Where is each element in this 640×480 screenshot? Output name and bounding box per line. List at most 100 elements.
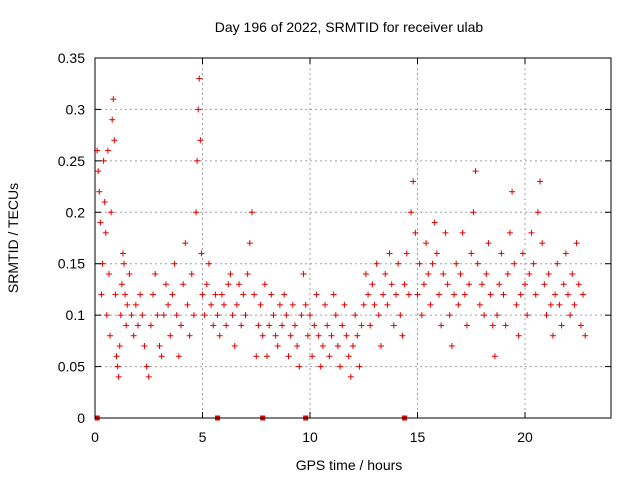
data-point <box>105 271 112 277</box>
data-point <box>279 322 286 329</box>
data-point <box>180 281 187 288</box>
data-point <box>137 291 144 298</box>
data-point <box>257 301 264 308</box>
data-point <box>560 281 567 288</box>
data-point <box>115 373 122 380</box>
data-point <box>304 332 311 339</box>
data-point <box>506 229 513 236</box>
data-point <box>444 281 451 288</box>
data-point <box>556 301 563 308</box>
data-point <box>162 281 169 288</box>
data-point <box>152 271 159 277</box>
data-point <box>334 343 341 349</box>
data-point <box>500 291 507 298</box>
data-point <box>281 291 288 298</box>
data-point <box>229 312 236 319</box>
data-point <box>534 209 541 216</box>
data-point <box>438 322 445 329</box>
data-point <box>248 209 255 216</box>
data-point <box>95 168 102 175</box>
data-point <box>530 260 537 267</box>
data-point <box>562 250 569 257</box>
data-point <box>515 332 522 339</box>
data-point <box>194 157 201 164</box>
x-axis-label: GPS time / hours <box>296 457 403 473</box>
data-point <box>547 301 554 308</box>
y-tick-label: 0.25 <box>58 153 85 169</box>
x-tick-label: 0 <box>91 429 99 445</box>
data-point <box>408 209 415 216</box>
data-point <box>448 343 455 349</box>
data-point <box>513 301 520 308</box>
data-point <box>347 373 354 380</box>
data-point <box>418 312 425 319</box>
data-point <box>221 301 227 308</box>
data-point <box>405 291 412 298</box>
data-point <box>412 229 419 236</box>
data-point <box>266 322 273 329</box>
data-point <box>122 291 129 298</box>
data-point <box>483 271 490 277</box>
data-point <box>459 229 466 236</box>
data-point <box>167 332 174 339</box>
data-point <box>287 332 294 339</box>
data-point <box>519 250 526 257</box>
data-point <box>169 291 176 298</box>
data-point <box>455 301 462 308</box>
data-point <box>453 260 460 267</box>
data-point <box>283 312 290 319</box>
data-point <box>440 271 447 277</box>
data-point <box>302 301 309 308</box>
data-point <box>414 291 421 298</box>
data-point <box>173 312 180 319</box>
data-point <box>350 343 356 349</box>
data-point <box>330 291 337 298</box>
data-point <box>98 291 105 298</box>
data-point <box>369 281 376 288</box>
data-point <box>554 260 561 267</box>
data-point <box>420 281 427 288</box>
y-tick-label: 0.1 <box>66 307 86 323</box>
data-point <box>356 363 363 370</box>
data-point <box>218 291 225 298</box>
data-point <box>582 332 589 339</box>
data-point <box>552 291 559 298</box>
data-point <box>360 301 367 308</box>
data-point <box>114 363 121 370</box>
data-point <box>427 301 434 308</box>
data-point <box>337 363 344 370</box>
chart-title: Day 196 of 2022, SRMTID for receiver ula… <box>215 19 484 35</box>
plot-frame <box>94 57 612 419</box>
data-point <box>223 322 230 329</box>
data-point <box>102 229 109 236</box>
data-point <box>188 271 195 277</box>
data-point <box>468 250 475 257</box>
data-point <box>476 301 483 308</box>
data-point <box>270 312 277 319</box>
data-point <box>341 301 348 308</box>
data-point <box>197 137 204 144</box>
data-point <box>160 312 167 319</box>
y-axis-label: SRMTID / TECUs <box>5 183 21 293</box>
data-point <box>195 106 202 113</box>
y-tick-label: 0.05 <box>58 359 85 375</box>
data-point <box>124 301 131 308</box>
data-point <box>311 322 318 329</box>
data-point <box>343 332 350 339</box>
data-point <box>388 281 395 288</box>
data-point <box>558 322 565 329</box>
data-point <box>156 343 163 349</box>
data-point <box>502 322 509 329</box>
data-point <box>573 240 580 247</box>
data-point <box>123 322 130 329</box>
data-point <box>565 291 571 298</box>
data-point <box>375 312 382 319</box>
data-point <box>147 322 154 329</box>
data-point <box>117 312 124 319</box>
data-point <box>446 312 453 319</box>
data-point <box>390 322 397 329</box>
data-point <box>466 281 473 288</box>
data-point <box>571 301 578 308</box>
data-point <box>135 322 141 329</box>
data-point <box>457 271 464 277</box>
